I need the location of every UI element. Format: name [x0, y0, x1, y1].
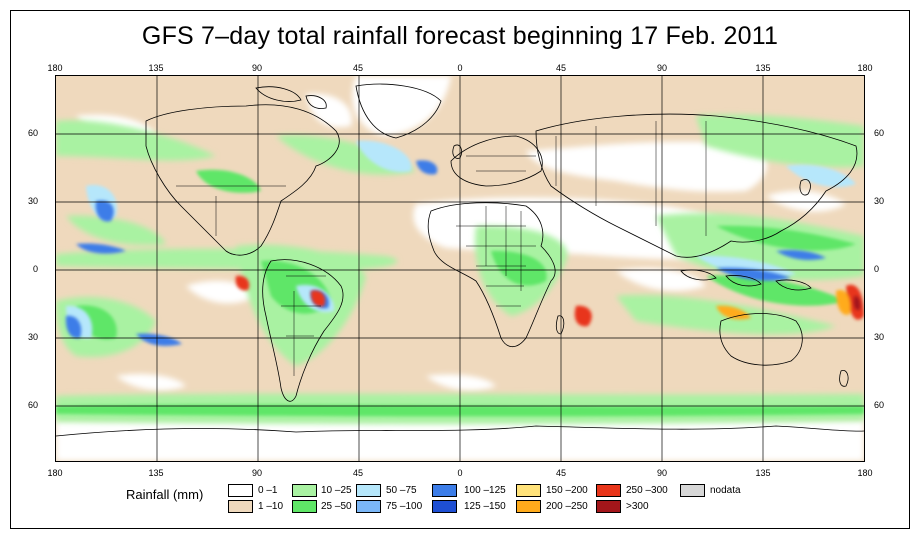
legend-label: 50 –75 — [386, 485, 417, 496]
legend-label: 100 –125 — [464, 485, 506, 496]
lon-label-top: 45 — [555, 63, 567, 73]
rainfall-map-canvas — [56, 76, 864, 461]
lon-label-bottom: 45 — [555, 468, 567, 478]
lat-label-left: 30 — [28, 332, 39, 342]
lon-label-top: 180 — [857, 63, 873, 73]
legend-swatch — [432, 500, 457, 513]
lat-label-left: 60 — [28, 400, 39, 410]
legend-label: 250 –300 — [626, 485, 668, 496]
legend-swatch — [292, 484, 317, 497]
lon-label-bottom: 180 — [857, 468, 873, 478]
legend-swatch — [596, 500, 621, 513]
legend-swatch — [356, 500, 381, 513]
lon-label-top: 90 — [656, 63, 668, 73]
legend-swatch — [596, 484, 621, 497]
legend-swatch — [516, 500, 541, 513]
legend-label: 25 –50 — [321, 501, 352, 512]
legend-swatch — [228, 500, 253, 513]
lat-label-right: 30 — [874, 332, 885, 342]
lon-label-top: 45 — [352, 63, 364, 73]
legend-swatch — [356, 484, 381, 497]
figure-frame — [10, 10, 910, 529]
lon-label-bottom: 135 — [148, 468, 164, 478]
legend-label: 200 –250 — [546, 501, 588, 512]
graticule — [56, 76, 864, 461]
legend-label: 0 –1 — [258, 485, 278, 496]
legend-swatch — [228, 484, 253, 497]
rainfall-map — [55, 75, 865, 462]
map-title: GFS 7–day total rainfall forecast beginn… — [141, 22, 779, 50]
lat-label-left: 0 — [33, 264, 39, 274]
lon-label-bottom: 90 — [656, 468, 668, 478]
lon-label-bottom: 0 — [457, 468, 463, 478]
lon-label-top: 135 — [755, 63, 771, 73]
country-borders — [176, 121, 707, 376]
lon-label-bottom: 135 — [755, 468, 771, 478]
legend-label: 75 –100 — [386, 501, 423, 512]
lat-label-left: 60 — [28, 128, 39, 138]
legend-swatch — [516, 484, 541, 497]
lon-label-top: 180 — [47, 63, 63, 73]
lat-label-left: 30 — [28, 196, 39, 206]
coastlines — [56, 83, 864, 437]
lon-label-bottom: 180 — [47, 468, 63, 478]
legend-title: Rainfall (mm) — [126, 487, 204, 502]
legend-swatch — [680, 484, 705, 497]
lat-label-right: 30 — [874, 196, 885, 206]
legend-label: nodata — [710, 485, 741, 496]
legend-swatch — [292, 500, 317, 513]
rainfall-heavy-regions — [235, 275, 864, 327]
legend-label: >300 — [626, 501, 649, 512]
lat-label-right: 60 — [874, 400, 885, 410]
legend-label: 1 –10 — [258, 501, 284, 512]
lon-label-bottom: 90 — [251, 468, 263, 478]
legend-swatch — [432, 484, 457, 497]
lon-label-top: 0 — [457, 63, 463, 73]
legend-label: 150 –200 — [546, 485, 588, 496]
lon-label-top: 90 — [251, 63, 263, 73]
lat-label-right: 60 — [874, 128, 885, 138]
lat-label-right: 0 — [874, 264, 880, 274]
lon-label-bottom: 45 — [352, 468, 364, 478]
rainfall-75-125-regions — [65, 160, 826, 346]
legend-label: 125 –150 — [464, 501, 506, 512]
legend-label: 10 –25 — [321, 485, 352, 496]
lon-label-top: 135 — [148, 63, 164, 73]
